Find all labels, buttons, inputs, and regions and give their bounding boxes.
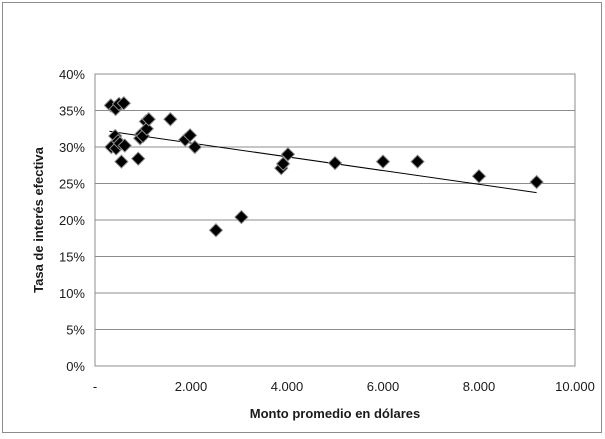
y-tick-label: 10% — [59, 286, 85, 301]
data-point-marker — [275, 156, 291, 171]
x-axis-ticks: - 2.000 4.000 6.000 8.000 10.000 — [93, 379, 595, 394]
data-point-marker — [187, 139, 203, 155]
chart-frame: 0% 5% 10% 15% 20% 25% 30% 35% 40% - 2.000 4.000 6.0… — [2, 2, 602, 433]
x-axis-label: Monto promedio en dólares — [250, 406, 420, 421]
y-axis-ticks: 0% 5% 10% 15% 20% 25% 30% 35% 40% — [59, 67, 85, 374]
data-point-marker — [116, 95, 132, 111]
data-point-marker — [234, 209, 249, 225]
y-tick-label: 35% — [59, 104, 85, 119]
data-point-marker — [117, 138, 132, 153]
y-tick-label: 0% — [66, 359, 85, 374]
y-tick-label: 5% — [66, 323, 85, 338]
data-point-marker — [529, 174, 544, 190]
scatter-chart: 0% 5% 10% 15% 20% 25% 30% 35% 40% - 2.000 4.000 6.0… — [31, 67, 595, 421]
data-point-marker — [163, 112, 178, 127]
x-tick-label: 6.000 — [367, 379, 400, 394]
x-tick-label: 2.000 — [175, 379, 208, 394]
data-point-marker — [208, 223, 224, 238]
data-point-marker — [141, 112, 156, 127]
data-point-marker — [375, 154, 391, 169]
data-point-marker — [114, 154, 129, 169]
y-axis-label: Tasa de interés efectiva — [31, 146, 46, 292]
data-point-marker — [182, 128, 198, 143]
y-tick-label: 15% — [59, 250, 85, 265]
data-points — [103, 95, 544, 238]
y-tick-label: 40% — [59, 67, 85, 82]
data-point-marker — [327, 155, 343, 171]
x-tick-label: - — [93, 379, 97, 394]
data-point-marker — [130, 151, 146, 166]
data-point-marker — [139, 121, 155, 136]
data-point-marker — [471, 168, 487, 184]
y-tick-label: 20% — [59, 213, 85, 228]
y-tick-label: 25% — [59, 177, 85, 192]
data-point-marker — [410, 154, 425, 169]
data-point-marker — [280, 147, 296, 162]
x-tick-label: 10.000 — [555, 379, 595, 394]
x-tick-label: 4.000 — [271, 379, 304, 394]
x-tick-label: 8.000 — [463, 379, 496, 394]
plot-area — [94, 73, 576, 367]
y-tick-label: 30% — [59, 140, 85, 155]
